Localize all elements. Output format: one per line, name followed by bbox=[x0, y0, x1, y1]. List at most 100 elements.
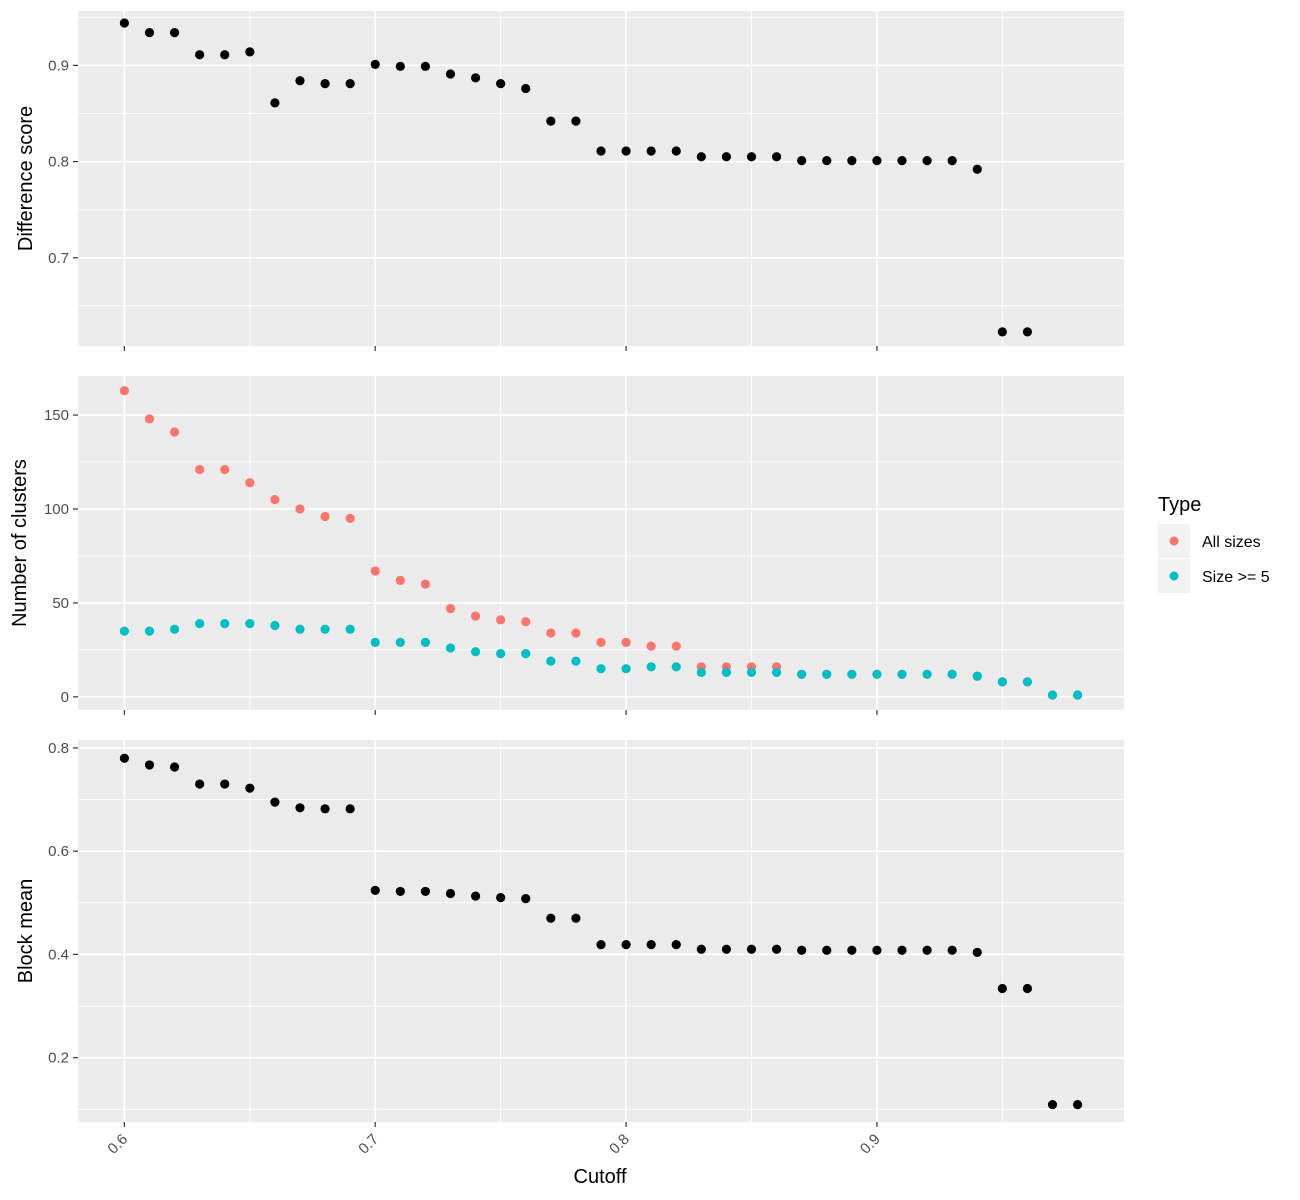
data-point bbox=[621, 146, 631, 156]
data-point bbox=[395, 575, 405, 585]
data-point bbox=[245, 783, 255, 793]
data-point bbox=[571, 913, 581, 923]
data-point bbox=[872, 945, 882, 955]
data-point bbox=[270, 98, 280, 108]
y-axis-title: Number of clusters bbox=[9, 459, 31, 627]
data-point bbox=[345, 513, 355, 523]
data-point bbox=[496, 615, 506, 625]
data-point bbox=[169, 624, 180, 634]
y-tick-label: 0.9 bbox=[48, 57, 69, 74]
y-tick-label: 0.8 bbox=[48, 740, 69, 757]
data-point bbox=[671, 662, 681, 672]
data-point bbox=[195, 464, 205, 475]
data-point bbox=[169, 28, 180, 38]
y-tick-label: 100 bbox=[44, 501, 69, 518]
series-points bbox=[119, 753, 1083, 1110]
y-axis-title: Block mean bbox=[15, 879, 37, 984]
data-point bbox=[897, 156, 907, 166]
data-point bbox=[496, 79, 506, 89]
data-point bbox=[571, 656, 581, 666]
data-point bbox=[822, 945, 832, 955]
data-point bbox=[671, 641, 681, 651]
data-point bbox=[696, 152, 706, 162]
data-point bbox=[420, 637, 431, 647]
legend-label-all-sizes: All sizes bbox=[1202, 534, 1261, 551]
series-all-sizes bbox=[119, 386, 1083, 700]
data-point bbox=[1047, 690, 1058, 700]
data-point bbox=[144, 414, 155, 424]
data-point bbox=[395, 637, 405, 647]
legend-label-size-5: Size >= 5 bbox=[1202, 569, 1270, 586]
x-tick-label: 0.6 bbox=[104, 1131, 131, 1158]
data-point bbox=[119, 753, 130, 763]
data-point bbox=[521, 617, 531, 627]
data-point bbox=[320, 624, 330, 634]
data-point bbox=[872, 669, 882, 679]
y-tick-label: 0.6 bbox=[48, 843, 69, 860]
data-point bbox=[470, 647, 481, 657]
data-point bbox=[596, 664, 606, 674]
data-point bbox=[571, 116, 581, 126]
series-size-5 bbox=[119, 618, 1083, 700]
data-point bbox=[119, 386, 130, 396]
data-point bbox=[972, 164, 982, 174]
data-point bbox=[420, 61, 431, 71]
data-point bbox=[596, 146, 606, 156]
data-point bbox=[771, 944, 782, 954]
data-point bbox=[696, 944, 706, 954]
data-point bbox=[496, 893, 506, 903]
panel-difference-score: 0.7 0.8 0.9 Difference score bbox=[15, 11, 1124, 351]
data-point bbox=[997, 327, 1007, 337]
data-point bbox=[345, 804, 355, 814]
data-point bbox=[897, 669, 907, 679]
data-point bbox=[847, 156, 857, 166]
legend-title: Type bbox=[1158, 494, 1201, 516]
data-point bbox=[671, 146, 681, 156]
panel-background bbox=[78, 740, 1124, 1122]
data-point bbox=[370, 566, 380, 576]
data-point bbox=[320, 79, 330, 89]
data-point bbox=[320, 804, 330, 814]
data-point bbox=[245, 47, 255, 57]
data-point bbox=[496, 649, 506, 659]
data-point bbox=[746, 944, 757, 954]
data-point bbox=[420, 579, 431, 589]
data-point bbox=[220, 464, 230, 475]
data-point bbox=[220, 779, 230, 789]
data-point bbox=[370, 637, 380, 647]
data-point bbox=[195, 50, 205, 60]
data-point bbox=[621, 637, 631, 647]
y-tick-label: 0.7 bbox=[48, 250, 69, 267]
data-point bbox=[220, 618, 230, 629]
data-point bbox=[997, 983, 1007, 994]
data-point bbox=[220, 50, 230, 60]
y-tick-label: 0.2 bbox=[48, 1050, 69, 1067]
data-point bbox=[1047, 1100, 1058, 1110]
data-point bbox=[1022, 327, 1033, 337]
data-point bbox=[546, 116, 556, 126]
data-point bbox=[596, 637, 606, 647]
data-point bbox=[320, 511, 330, 522]
y-tick-label: 0 bbox=[61, 689, 69, 706]
data-point bbox=[445, 888, 456, 899]
data-point bbox=[872, 156, 882, 166]
data-point bbox=[445, 69, 456, 79]
data-point bbox=[696, 667, 706, 678]
data-point bbox=[746, 152, 757, 162]
x-tick-label: 0.7 bbox=[355, 1131, 382, 1158]
data-point bbox=[797, 945, 807, 955]
data-point bbox=[947, 669, 957, 679]
data-point bbox=[470, 73, 481, 83]
panels: 0.7 0.8 0.9 Difference score 0 50 100 150 Number… bbox=[9, 11, 1124, 1127]
data-point bbox=[621, 664, 631, 674]
data-point bbox=[295, 504, 305, 514]
data-point bbox=[797, 156, 807, 166]
data-point bbox=[646, 146, 656, 156]
data-point bbox=[721, 667, 732, 678]
data-point bbox=[922, 156, 932, 166]
data-point bbox=[947, 945, 957, 955]
data-point bbox=[997, 677, 1007, 687]
data-point bbox=[897, 945, 907, 955]
data-point bbox=[721, 944, 732, 954]
data-point bbox=[295, 76, 305, 86]
